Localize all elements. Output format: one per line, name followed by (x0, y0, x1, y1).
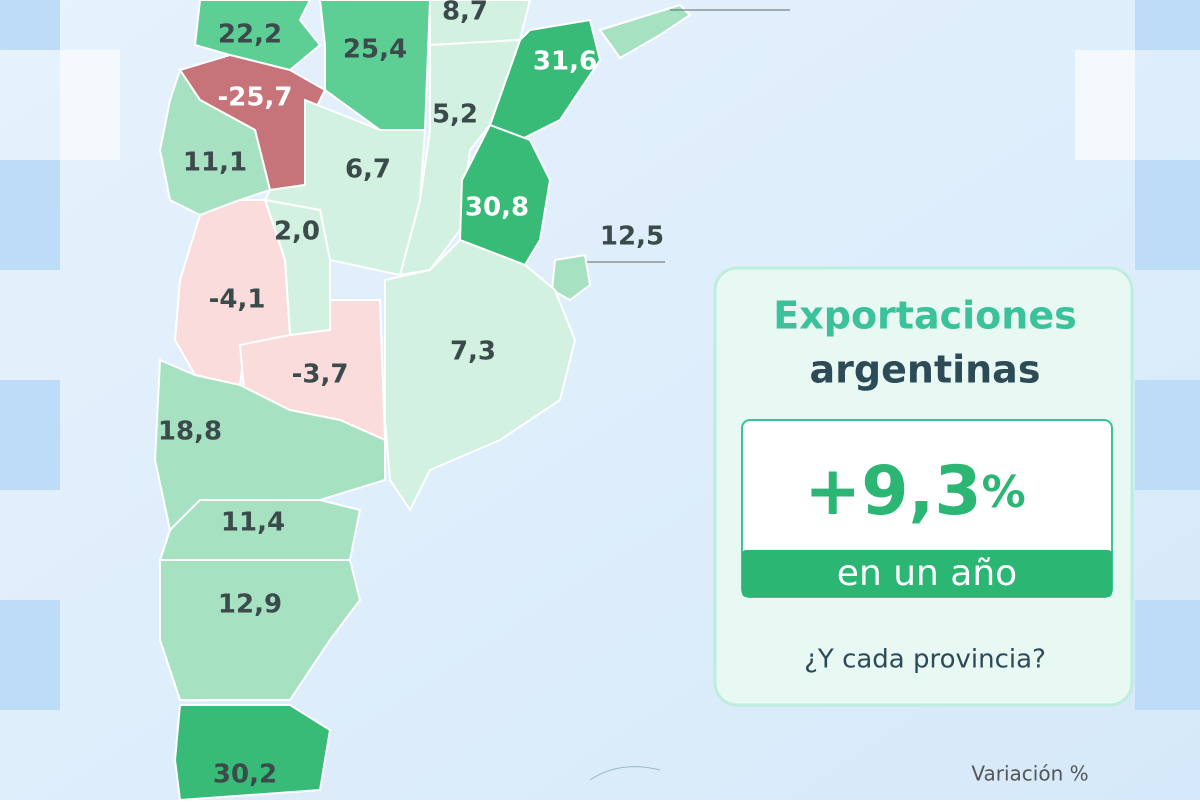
card-subtitle: argentinas (810, 348, 1041, 392)
province-value: -3,7 (292, 360, 349, 390)
map: 22,2 25,4 8,7 31,6 -25,7 5,2 11,1 6,7 30,8 12,5 2,… (153, 0, 790, 802)
province (153, 358, 386, 533)
province-value: 12,5 (600, 222, 664, 252)
province-value: 6,7 (345, 155, 391, 185)
antarctica-outline (589, 766, 661, 781)
province (398, 38, 522, 277)
province (458, 123, 552, 267)
total-value: +9,3% (804, 452, 1026, 531)
province (193, 0, 322, 72)
province-unlabelled (598, 3, 692, 60)
province-value: 25,4 (343, 35, 407, 65)
province-value: 30,2 (213, 760, 277, 790)
province-value: 31,6 (533, 47, 597, 77)
summary-card: Exportaciones argentinas +9,3% en un año… (713, 266, 1134, 707)
province (173, 704, 332, 802)
checker-pattern (0, 0, 1200, 710)
province-value: -25,7 (218, 83, 293, 113)
province-value: 5,2 (432, 100, 478, 130)
period: en un año (837, 553, 1017, 594)
period-bar (742, 550, 1112, 597)
legend-title: Variación % (971, 762, 1088, 786)
province (384, 238, 577, 512)
province-value: -4,1 (209, 285, 266, 315)
province-value: 22,2 (218, 20, 282, 50)
province-value: 11,4 (221, 508, 285, 538)
province-value: 7,3 (450, 337, 496, 367)
province-value: 2,0 (274, 217, 320, 247)
card-title: Exportaciones (773, 294, 1076, 338)
province-value: 11,1 (183, 148, 247, 178)
province-value: 12,9 (218, 590, 282, 620)
province (159, 559, 362, 701)
province-value: 18,8 (158, 417, 222, 447)
province (550, 253, 592, 302)
province-value: 8,7 (442, 0, 488, 27)
province-value: 30,8 (465, 193, 529, 223)
question: ¿Y cada provincia? (804, 645, 1046, 675)
